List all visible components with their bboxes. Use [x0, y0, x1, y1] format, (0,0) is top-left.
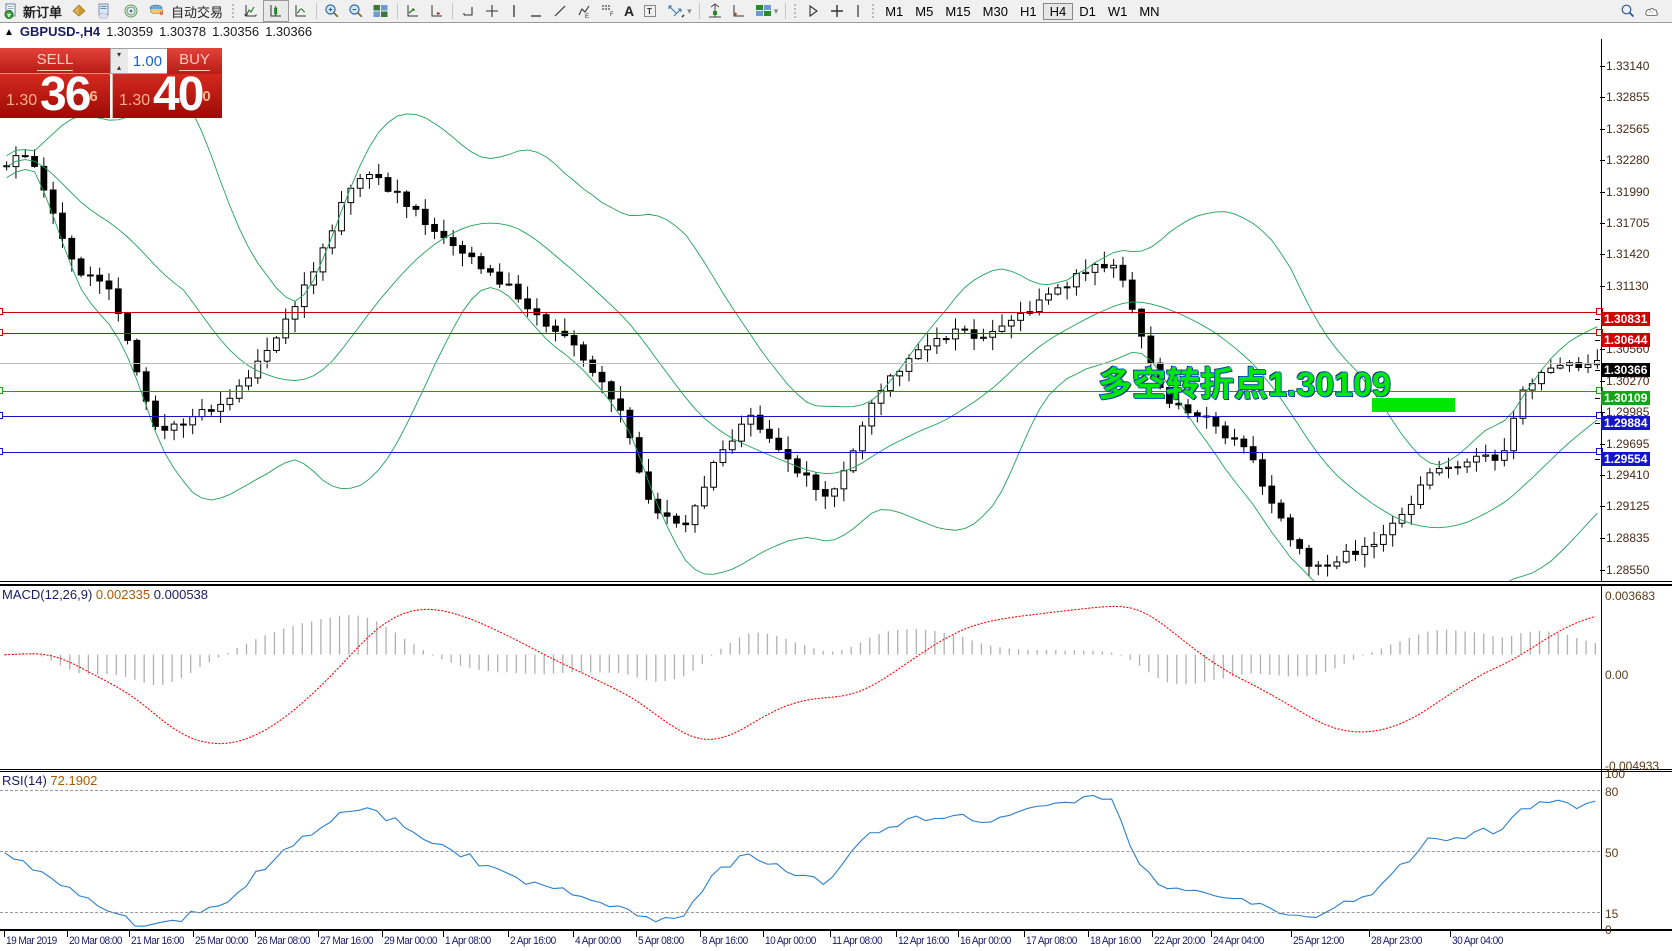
svg-text:E: E [585, 14, 589, 19]
svg-text:T: T [647, 7, 652, 16]
svg-text:F: F [610, 12, 614, 18]
